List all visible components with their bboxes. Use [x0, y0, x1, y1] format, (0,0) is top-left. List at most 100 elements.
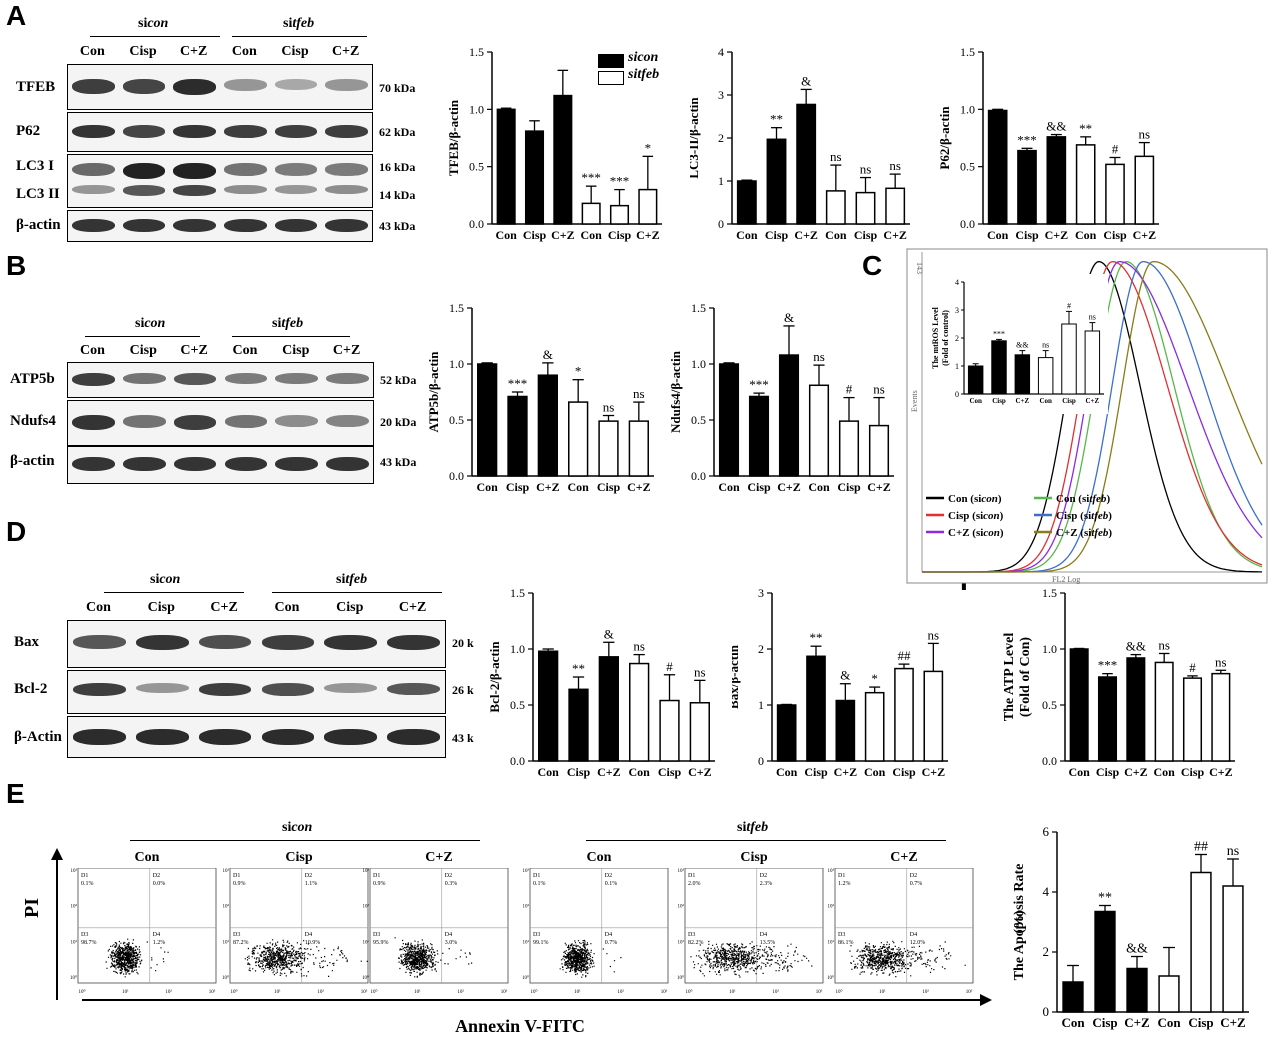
y-tick-label: 2	[1043, 944, 1050, 959]
molecular-weight-label: 20 kDa	[380, 415, 417, 429]
blot-band	[173, 79, 216, 95]
blot-band	[325, 219, 368, 233]
lane-label: Cisp	[147, 600, 175, 615]
category-label: Con	[825, 228, 847, 242]
inset-significance-label: &&	[1016, 341, 1029, 350]
category-label: Cisp	[765, 228, 789, 242]
bar	[1094, 910, 1116, 1013]
significance-label: #	[846, 382, 853, 397]
bar	[736, 180, 757, 225]
blot-strip	[67, 400, 374, 446]
bar	[1105, 163, 1125, 225]
quadrant-d2-value: 0.1%	[605, 881, 618, 887]
category-label: Cisp	[523, 228, 547, 242]
blot-band	[122, 373, 166, 385]
quadrant-d1-label: D1	[838, 873, 845, 879]
y-tick-label: 0.5	[691, 413, 706, 427]
quadrant-d4-value: 3.0%	[445, 940, 458, 946]
lane-label: C+Z	[398, 600, 427, 615]
histogram-x-label: FL2 Log	[1052, 575, 1080, 584]
scatter-y-tick: 10⁰	[677, 975, 684, 981]
bar	[1062, 981, 1084, 1013]
blot-band	[387, 683, 440, 696]
scatter-points	[244, 939, 368, 977]
significance-label: #	[1189, 660, 1196, 675]
blot-strip	[67, 670, 446, 714]
scatter-x-tick: 10¹	[414, 989, 421, 995]
group-label-sitfeb: sitfeb	[737, 820, 769, 835]
category-label: C+Z	[636, 228, 660, 242]
category-label: Cisp	[747, 480, 771, 494]
lane-label: C+Z	[210, 600, 238, 615]
y-axis-label: Ndufs4/β-actin	[668, 350, 683, 433]
panel-letter-a: A	[6, 0, 27, 31]
blot-band	[224, 373, 268, 385]
bar	[1017, 149, 1037, 225]
significance-label: *	[871, 671, 878, 686]
quadrant-d1-value: 0.1%	[81, 881, 94, 887]
scatter-frame	[77, 868, 217, 984]
bar	[581, 202, 601, 225]
blot-band	[72, 163, 115, 177]
y-axis-label: The ATP Level	[1002, 633, 1017, 722]
scatter-x-tick: 10²	[772, 989, 779, 995]
category-label: Con	[808, 480, 830, 494]
group-underline-sitfeb	[232, 336, 350, 337]
scatter-y-tick: 10³	[71, 868, 78, 874]
quadrant-d3-label: D3	[373, 932, 380, 938]
y-tick-label: 4	[718, 45, 724, 59]
bar	[553, 94, 573, 225]
quadrant-d2-value: 0.0%	[153, 881, 166, 887]
bar	[638, 188, 658, 225]
blot-band	[325, 125, 368, 139]
bar	[885, 187, 906, 225]
bar	[1182, 677, 1203, 762]
blot-band	[224, 163, 267, 177]
y-tick-label: 3	[718, 88, 724, 102]
blot-band	[122, 125, 166, 138]
scatter-x-tick: 10¹	[274, 989, 281, 995]
y-tick-label: 0.5	[960, 160, 975, 174]
lane-label: Cisp	[281, 44, 309, 59]
blot-band	[135, 729, 189, 745]
bar	[1134, 155, 1155, 225]
y-axis-label: (Fold of Con)	[1018, 637, 1033, 717]
significance-label: **	[1079, 121, 1092, 136]
blot-band	[72, 373, 115, 387]
bar-chart-lc3: 0 1 2 3 4 LC3-II/β-actin Con Cisp ** C+Z & Con ns Cis…	[690, 45, 910, 242]
scatter-y-tick: 10²	[223, 904, 230, 910]
quadrant-d2-label: D2	[153, 873, 160, 879]
significance-label: &	[840, 668, 850, 683]
inset-category-label: C+Z	[1015, 397, 1029, 405]
molecular-weight-label: 43 kDa	[379, 219, 416, 233]
y-axis-label: Bax/β-actin	[732, 644, 741, 709]
significance-label: **	[1098, 891, 1112, 906]
category-label: Cisp	[854, 228, 878, 242]
y-tick-label: 0.0	[1042, 754, 1057, 768]
y-axis-label: Bcl-2/β-actin	[487, 641, 502, 713]
blot-band	[326, 415, 369, 428]
bar-chart-atp-level: 0.0 0.5 1.0 1.5 The ATP Level (Fold of Con) Co…	[1002, 586, 1235, 779]
blot-band	[324, 729, 378, 745]
scatter-x-tick: 10³	[361, 989, 368, 995]
y-tick-label: 1.0	[469, 102, 484, 116]
molecular-weight-label: 52 kDa	[380, 373, 417, 387]
blot-band	[72, 415, 115, 431]
inset-category-label: Con	[1039, 397, 1052, 405]
inset-y-tick-label: 2	[955, 334, 959, 343]
blot-band	[261, 635, 315, 651]
quadrant-d3-label: D3	[838, 932, 845, 938]
bar	[923, 670, 944, 762]
blot-band	[224, 125, 267, 139]
scatter-y-tick: 10⁰	[222, 975, 229, 981]
bar	[609, 204, 630, 225]
bar	[598, 656, 619, 762]
scatter-x-tick: 10⁰	[370, 989, 377, 995]
y-axis-label: LC3-II/β-actin	[690, 97, 701, 179]
category-label: Cisp	[837, 480, 861, 494]
bar	[868, 424, 890, 477]
significance-label: ns	[928, 627, 940, 642]
blot-band	[274, 185, 318, 194]
quadrant-d4-value: 1.2%	[153, 940, 166, 946]
category-label: Con	[736, 228, 758, 242]
